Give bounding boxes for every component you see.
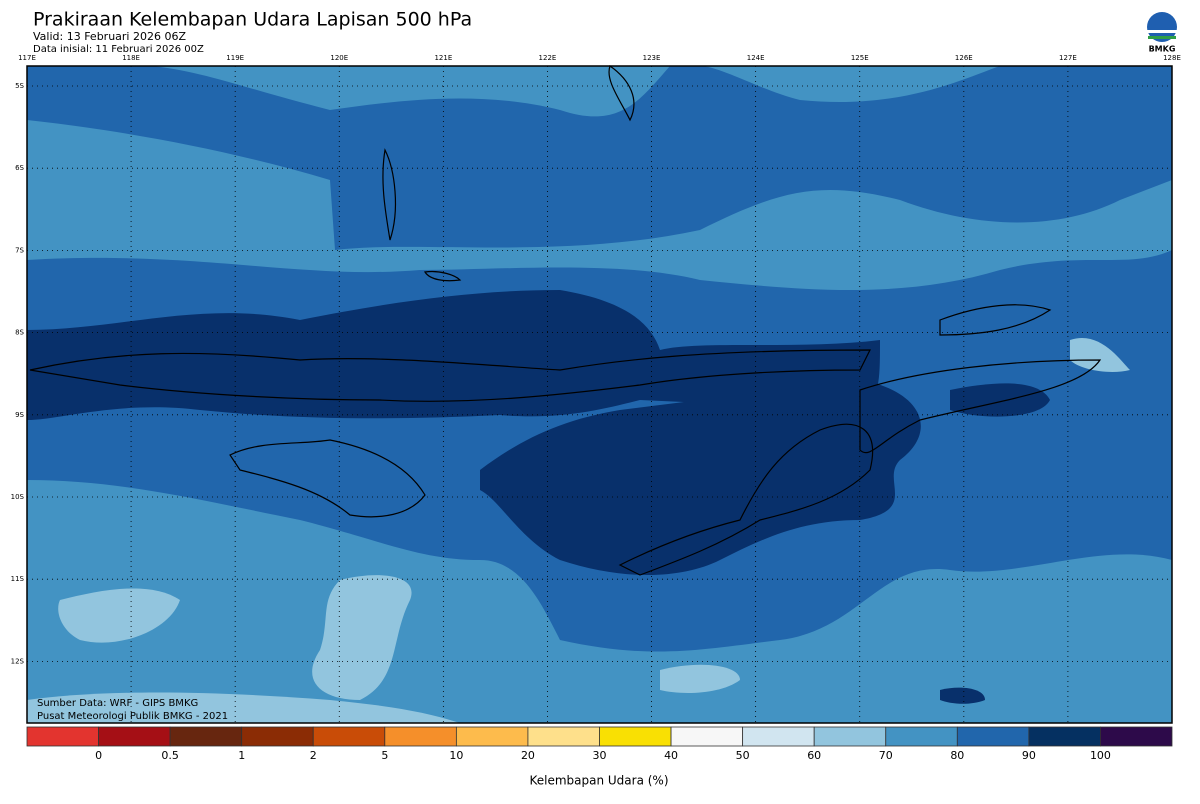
valid-time: Valid: 13 Februari 2026 06Z (33, 30, 186, 43)
lon-label: 121E (434, 54, 452, 62)
lon-label: 124E (747, 54, 765, 62)
colorbar-tick-label: 90 (1022, 749, 1036, 762)
lat-label: 6S (15, 164, 24, 172)
colorbar-box (455, 726, 529, 747)
colorbar-tick-label: 100 (1090, 749, 1111, 762)
credit-text: Pusat Meteorologi Publik BMKG - 2021 (37, 711, 228, 722)
colorbar-box (599, 726, 672, 747)
colorbar-tick-label: 0 (95, 749, 102, 762)
colorbar-box (169, 726, 243, 747)
colorbar: 0 0.5 1 2 5 10 20 30 40 50 60 70 80 90 100 (26, 726, 1173, 762)
lat-label: 12S (11, 657, 25, 665)
lon-label: 122E (539, 54, 557, 62)
map-frame (26, 65, 1173, 724)
lat-label: 10S (11, 493, 25, 501)
lon-label: 120E (330, 54, 348, 62)
lon-label: 127E (1059, 54, 1077, 62)
lon-label: 126E (955, 54, 973, 62)
colorbar-tick-label: 70 (879, 749, 893, 762)
lon-label: 117E (18, 54, 36, 62)
colorbar-box (885, 726, 958, 747)
colorbar-title: Kelembapan Udara (%) (529, 774, 668, 788)
colorbar-box (742, 726, 815, 747)
humidity-field (27, 66, 1172, 723)
colorbar-box (384, 726, 457, 747)
lon-label: 128E (1163, 54, 1181, 62)
colorbar-tick-label: 60 (807, 749, 821, 762)
colorbar-box (670, 726, 744, 747)
colorbar-box (26, 726, 99, 747)
colorbar-tick-label: 0.5 (161, 749, 179, 762)
colorbar-box (98, 726, 171, 747)
colorbar-box (241, 726, 314, 747)
logo: BMKG (1147, 12, 1177, 54)
lat-label: 7S (15, 246, 24, 254)
colorbar-tick-label: 30 (593, 749, 607, 762)
source-text: Sumber Data: WRF - GIPS BMKG (37, 698, 198, 709)
title: Prakiraan Kelembapan Udara Lapisan 500 h… (33, 9, 472, 31)
colorbar-tick-label: 1 (238, 749, 245, 762)
lat-label: 11S (11, 575, 25, 583)
lon-label: 125E (851, 54, 869, 62)
colorbar-box (527, 726, 600, 747)
colorbar-box (1100, 726, 1173, 747)
lat-label: 5S (15, 82, 24, 90)
lon-label: 119E (226, 54, 244, 62)
colorbar-box (956, 726, 1030, 747)
colorbar-tick-label: 20 (521, 749, 535, 762)
colorbar-tick-label: 80 (950, 749, 964, 762)
colorbar-box (312, 726, 386, 747)
coastlines (29, 65, 1102, 576)
logo-text: BMKG (1149, 45, 1176, 54)
initial-time: Data inisial: 11 Februari 2026 00Z (33, 44, 204, 55)
lat-label: 8S (15, 329, 24, 337)
colorbar-box (1028, 726, 1101, 747)
colorbar-tick-label: 50 (736, 749, 750, 762)
colorbar-box (813, 726, 887, 747)
lon-label: 123E (643, 54, 661, 62)
colorbar-tick-label: 10 (449, 749, 463, 762)
lat-label: 9S (15, 411, 24, 419)
lon-label: 118E (122, 54, 140, 62)
colorbar-tick-label: 2 (310, 749, 317, 762)
graticule: 117E 118E 119E 120E 121E 122E 123E 124E 125E 126E… (11, 54, 1181, 723)
colorbar-tick-label: 40 (664, 749, 678, 762)
colorbar-tick-label: 5 (381, 749, 388, 762)
